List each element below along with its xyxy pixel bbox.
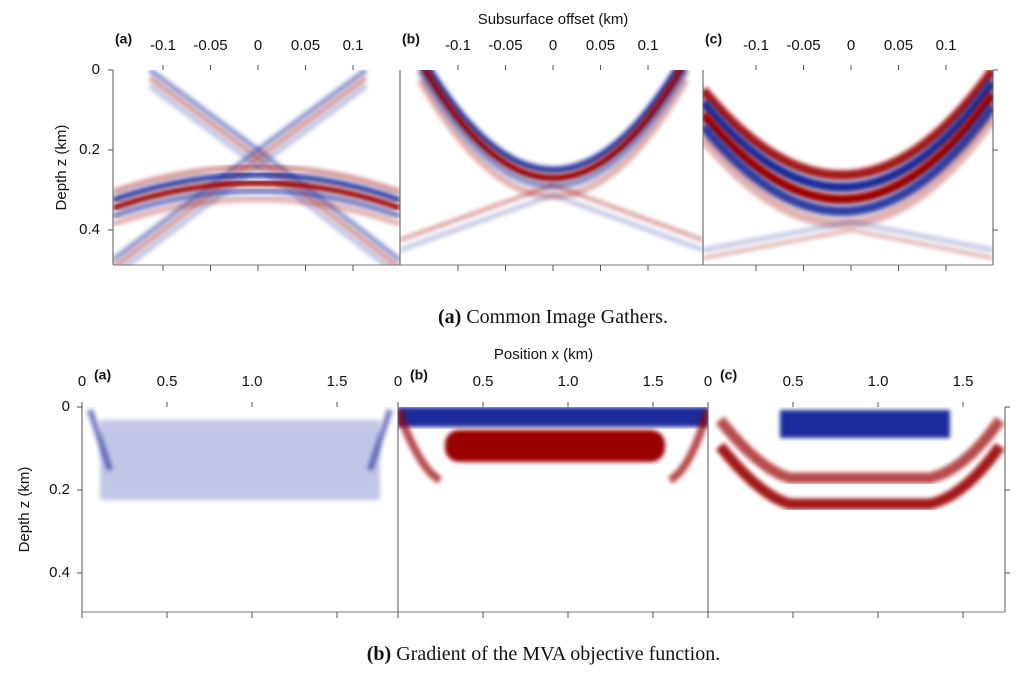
- x-tick-label: -0.1: [150, 37, 176, 54]
- panel-label: (c): [720, 367, 737, 383]
- panel-image: [113, 70, 400, 265]
- reflector: [715, 442, 1005, 510]
- y-tick-label: 0: [92, 61, 100, 78]
- reflector: [113, 75, 368, 265]
- x-tick-label: 0.1: [638, 37, 659, 54]
- panel-image: [400, 70, 703, 265]
- reflector: [113, 164, 400, 195]
- y-tick-label: 0.4: [79, 221, 100, 238]
- y-tick-label: 0.4: [49, 564, 70, 581]
- panel-label: (b): [402, 31, 420, 47]
- block: [780, 410, 950, 438]
- y-axis-label: Depth z (km): [16, 467, 33, 553]
- caption: (b) Gradient of the MVA objective functi…: [367, 643, 720, 665]
- x-tick-label: 0: [394, 373, 402, 390]
- panel-label: (b): [410, 367, 428, 383]
- panel-label: (a): [115, 31, 132, 47]
- panel-image: [708, 407, 1005, 612]
- caption: (a) Common Image Gathers.: [438, 306, 668, 328]
- reflector: [113, 196, 400, 227]
- x-tick-label: 0.05: [586, 37, 615, 54]
- axis-title: Subsurface offset (km): [478, 11, 629, 28]
- reflector: [113, 180, 400, 211]
- x-tick-label: -0.05: [193, 37, 227, 54]
- reflector: [425, 70, 681, 174]
- x-tick-label: 0.5: [783, 373, 804, 390]
- x-tick-label: -0.05: [488, 37, 522, 54]
- reflector: [703, 219, 993, 252]
- x-tick-label: 0.1: [936, 37, 957, 54]
- x-tick-label: 1.0: [242, 373, 263, 390]
- reflector: [703, 103, 993, 217]
- caption-tag: (a): [438, 306, 461, 328]
- panel-image: [398, 407, 708, 612]
- reflector: [703, 227, 993, 260]
- caption-text: Gradient of the MVA objective function.: [396, 643, 720, 665]
- panel-label: (c): [705, 31, 722, 47]
- x-tick-label: -0.05: [786, 37, 820, 54]
- reflector: [703, 79, 993, 193]
- x-tick-label: 0: [847, 37, 855, 54]
- x-tick-label: 1.0: [868, 373, 889, 390]
- axis-title: Position x (km): [494, 346, 593, 363]
- reflector: [715, 416, 1005, 484]
- panel-label: (a): [94, 367, 111, 383]
- reflector: [113, 70, 368, 262]
- caption-text: Common Image Gathers.: [466, 306, 668, 328]
- x-tick-label: 0.5: [473, 373, 494, 390]
- x-tick-label: -0.1: [743, 37, 769, 54]
- y-tick-label: 0: [62, 398, 70, 415]
- x-tick-label: 0: [254, 37, 262, 54]
- x-tick-label: 0: [78, 373, 86, 390]
- shade: [100, 420, 380, 500]
- x-tick-label: 1.5: [643, 373, 664, 390]
- x-tick-label: 1.5: [953, 373, 974, 390]
- block: [445, 430, 665, 462]
- x-tick-label: 1.5: [327, 373, 348, 390]
- x-tick-label: 0.05: [884, 37, 913, 54]
- y-tick-label: 0.2: [79, 141, 100, 158]
- reflector: [113, 172, 400, 203]
- reflector: [703, 70, 993, 181]
- panel-image: [703, 70, 993, 265]
- y-axis-label: Depth z (km): [53, 125, 70, 211]
- panel-image: [82, 407, 398, 612]
- reflector: [113, 188, 400, 219]
- x-tick-label: 0: [549, 37, 557, 54]
- x-tick-label: 0.1: [343, 37, 364, 54]
- x-tick-label: 0: [704, 373, 712, 390]
- y-tick-label: 0.2: [49, 481, 70, 498]
- x-tick-label: -0.1: [445, 37, 471, 54]
- caption-tag: (b): [367, 643, 391, 665]
- reflector: [398, 408, 708, 484]
- reflector: [87, 409, 393, 471]
- x-tick-label: 0.05: [291, 37, 320, 54]
- x-tick-label: 1.0: [558, 373, 579, 390]
- block: [398, 407, 708, 427]
- reflector: [703, 91, 993, 205]
- x-tick-label: 0.5: [157, 373, 178, 390]
